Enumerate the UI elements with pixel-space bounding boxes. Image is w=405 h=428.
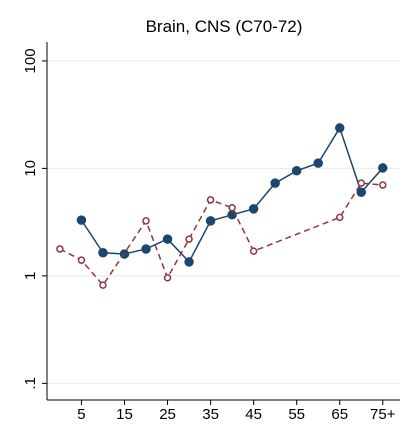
point [142,217,150,225]
point [56,245,64,253]
point [248,204,259,214]
point [77,256,86,264]
x-tick-label: 15 [116,406,133,423]
point [185,235,193,243]
x-tick-label: 5 [77,406,85,423]
point [378,163,388,173]
point [76,215,87,225]
point [141,244,151,254]
point [205,216,216,226]
series-line [59,182,383,287]
y-tick-label: 100 [22,48,39,73]
point [162,234,173,244]
point [334,123,345,133]
point [98,248,108,258]
x-tick-label: 65 [331,406,348,423]
point [99,281,107,289]
point [379,181,387,189]
point [228,204,236,212]
series-line [80,126,384,264]
x-tick-label: 25 [159,406,176,423]
point [356,187,367,197]
x-tick-label: 35 [202,406,219,423]
y-tick-label: .1 [22,377,39,390]
chart-title: Brain, CNS (C70-72) [146,17,303,36]
point [335,213,344,222]
point [249,247,258,255]
y-tick-label: 10 [22,160,39,177]
point [270,178,280,188]
x-tick-label: 75+ [370,406,396,423]
point [163,274,172,282]
x-tick-label: 55 [288,406,305,423]
y-tick-label: 1 [22,272,39,280]
point [206,196,215,204]
x-tick-label: 45 [245,406,262,423]
point [291,166,302,176]
point [184,257,194,267]
point [313,158,323,168]
point [357,179,366,187]
